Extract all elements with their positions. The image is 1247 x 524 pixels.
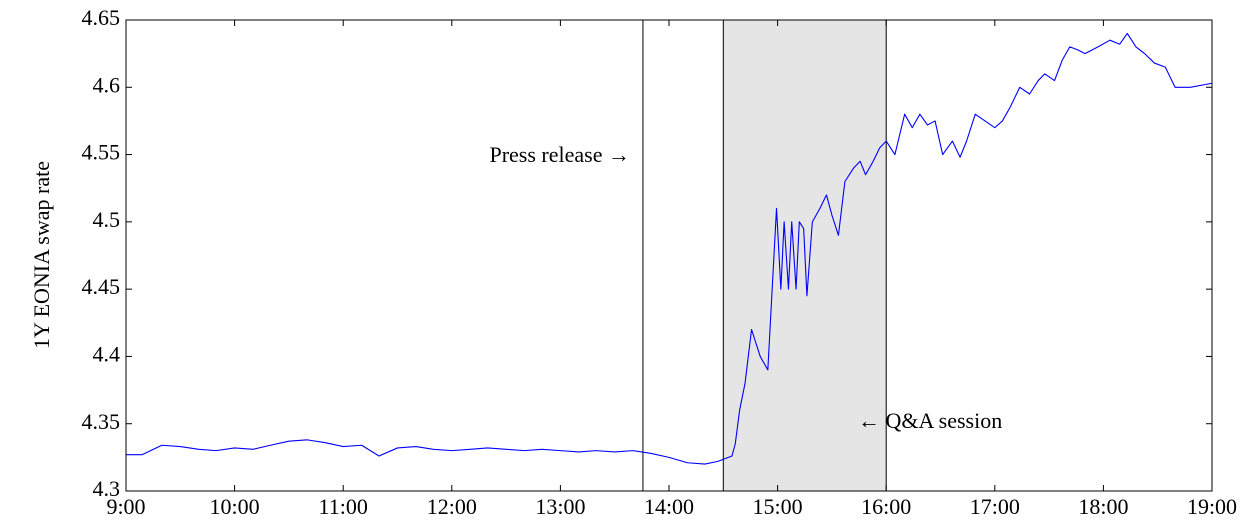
shade-layer xyxy=(642,20,887,491)
x-tick-label: 14:00 xyxy=(644,494,694,519)
x-tick-label: 18:00 xyxy=(1078,494,1128,519)
x-tick-label: 13:00 xyxy=(535,494,585,519)
data-line xyxy=(126,32,1213,465)
annotation: ← Q&A session xyxy=(858,408,1002,433)
x-tick-label: 19:00 xyxy=(1187,494,1237,519)
x-tick-label: 17:00 xyxy=(970,494,1020,519)
y-tick-label: 4.5 xyxy=(93,207,121,232)
annotation: Press release → xyxy=(489,142,630,167)
x-tick-label: 12:00 xyxy=(427,494,477,519)
plot-layer xyxy=(126,32,1213,465)
x-tick-label: 9:00 xyxy=(106,494,145,519)
x-tick-label: 11:00 xyxy=(319,494,368,519)
y-tick-label: 4.55 xyxy=(82,140,121,165)
x-tick-label: 16:00 xyxy=(861,494,911,519)
y-axis-label: 1Y EONIA swap rate xyxy=(29,161,54,349)
y-tick-label: 4.6 xyxy=(93,72,121,97)
y-tick-label: 4.4 xyxy=(93,341,121,366)
x-tick-label: 10:00 xyxy=(210,494,260,519)
x-tick-label: 15:00 xyxy=(753,494,803,519)
plot-frame xyxy=(125,19,1213,492)
y-tick-label: 4.45 xyxy=(82,274,121,299)
y-tick-label: 4.65 xyxy=(82,5,121,30)
y-tick-label: 4.3 xyxy=(93,476,121,501)
y-tick-label: 4.35 xyxy=(82,409,121,434)
